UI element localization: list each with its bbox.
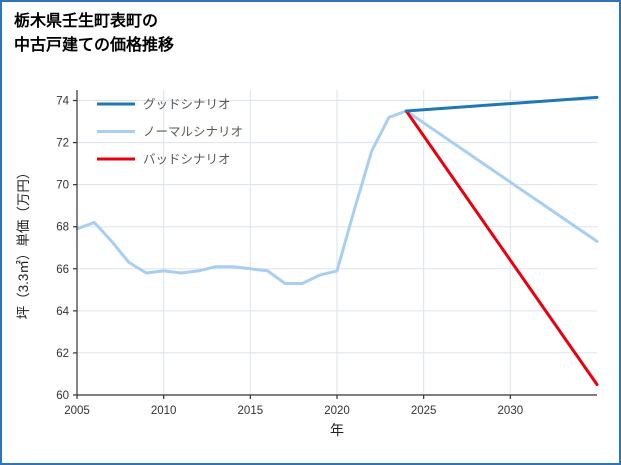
y-tick-label: 62 <box>56 348 69 360</box>
series-line-normal-scenario <box>75 109 599 285</box>
legend-label-good-scenario: グッドシナリオ <box>143 98 231 112</box>
y-tick-label: 72 <box>56 138 69 150</box>
x-axis-label: 年 <box>330 422 344 438</box>
legend-label-normal-scenario: ノーマルシナリオ <box>143 125 243 139</box>
x-tick-label: 2030 <box>498 405 524 417</box>
y-tick-label: 70 <box>56 180 69 192</box>
y-tick-label: 74 <box>56 96 69 108</box>
series-line-good-scenario <box>404 95 599 113</box>
x-tick-label: 2025 <box>411 405 437 417</box>
chart-title-line2: 中古戸建ての価格推移 <box>14 37 175 54</box>
y-axis-label: 坪（3.3㎡）単価（万円） <box>16 166 31 320</box>
chart-title-line1: 栃木県壬生町表町の <box>14 13 159 30</box>
chart-title: 栃木県壬生町表町の 中古戸建ての価格推移 <box>14 10 174 58</box>
y-tick-label: 66 <box>56 264 69 276</box>
x-tick-label: 2010 <box>151 405 177 417</box>
legend-label-bad-scenario: バッドシナリオ <box>143 153 231 167</box>
y-tick-label: 60 <box>56 390 69 402</box>
y-tick-label: 64 <box>56 306 69 318</box>
x-tick-label: 2015 <box>238 405 264 417</box>
x-tick-label: 2020 <box>324 405 350 417</box>
series-line-bad-scenario <box>404 109 599 386</box>
y-tick-label: 68 <box>56 222 69 234</box>
x-tick-label: 2005 <box>64 405 90 417</box>
